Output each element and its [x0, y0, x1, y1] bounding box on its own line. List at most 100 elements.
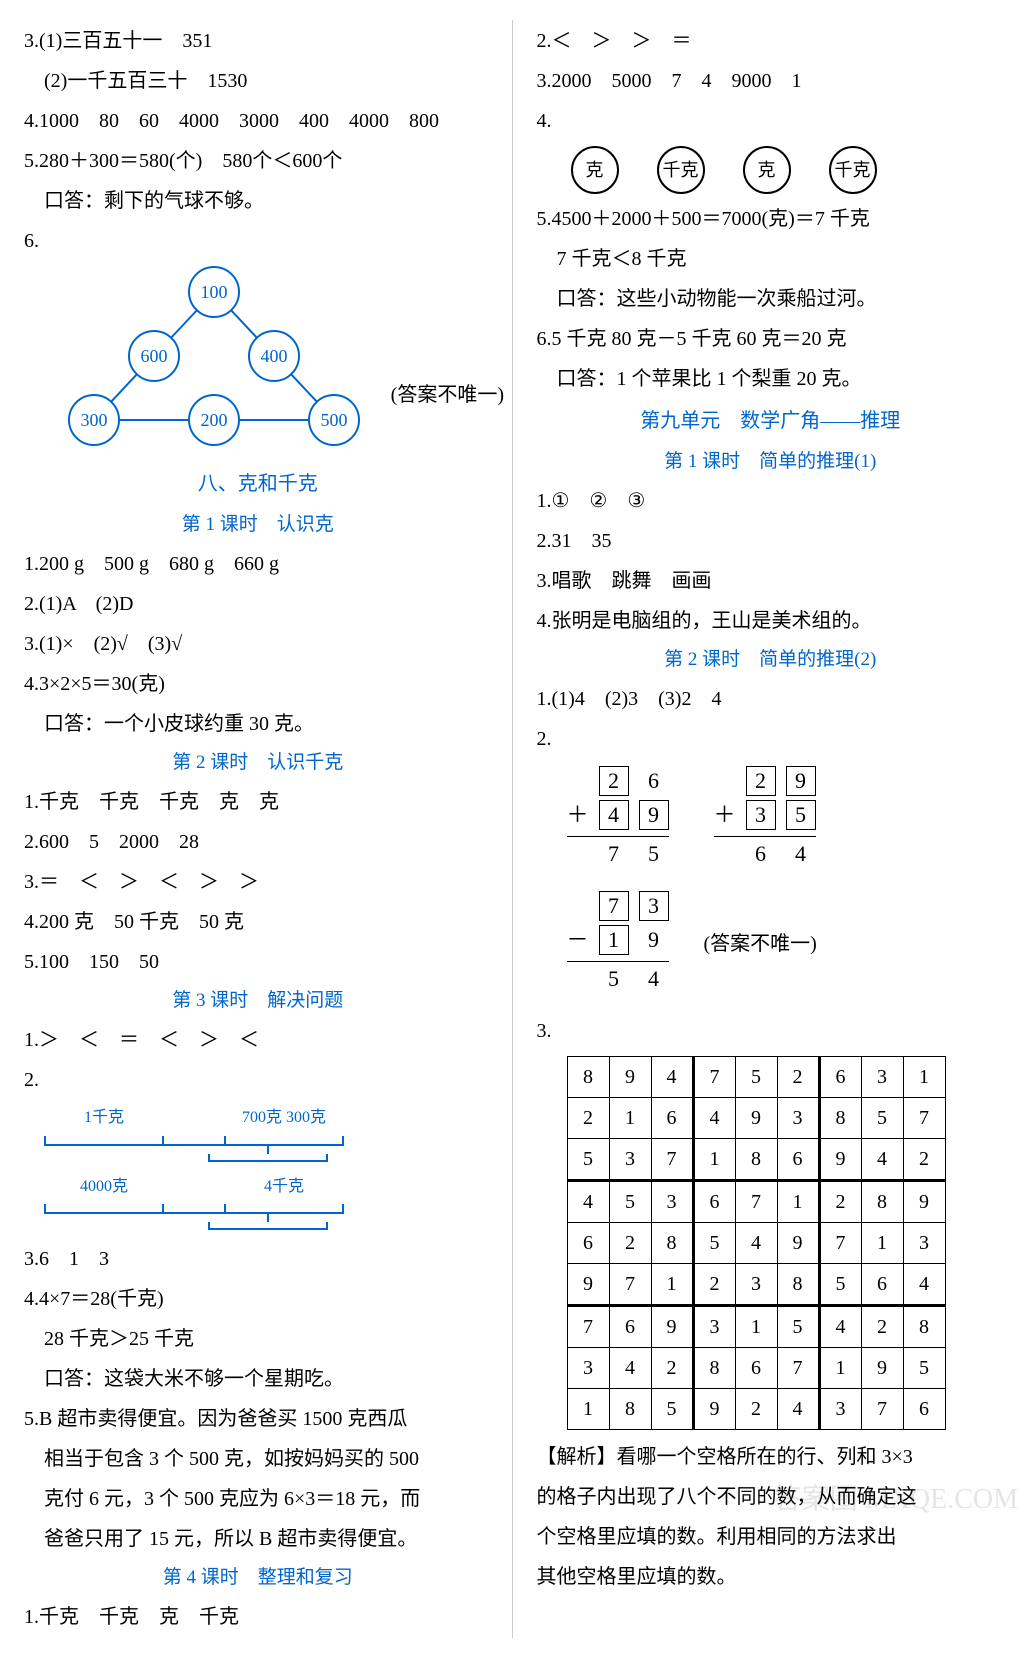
- sudoku-cell: 6: [567, 1223, 609, 1264]
- text: 2.600 5 2000 28: [24, 823, 492, 861]
- text: 1.(1)4 (2)3 (3)2 4: [537, 680, 1005, 718]
- explanation: 的格子内出现了八个不同的数，从而确定这: [537, 1478, 1005, 1516]
- sudoku-cell: 2: [735, 1389, 777, 1430]
- sudoku-cell: 8: [651, 1223, 693, 1264]
- text: 1.千克 千克 千克 克 克: [24, 783, 492, 821]
- sudoku-cell: 2: [903, 1139, 945, 1181]
- text: 28 千克＞25 千克: [24, 1320, 492, 1358]
- addition-2: 29 ＋35 64: [714, 764, 816, 871]
- sudoku-cell: 6: [693, 1181, 735, 1223]
- node: 600: [128, 330, 180, 382]
- scale-label: 700克: [242, 1103, 282, 1133]
- subtraction-1: 73 －19 54: [567, 889, 669, 996]
- sudoku-cell: 4: [861, 1139, 903, 1181]
- sudoku-cell: 7: [861, 1389, 903, 1430]
- lesson-title: 第 2 课时 认识千克: [24, 745, 492, 781]
- text: 克付 6 元，3 个 500 克应为 6×3＝18 元，而: [24, 1480, 492, 1518]
- sudoku-cell: 2: [567, 1098, 609, 1139]
- text: 3.(1)三百五十一 351: [24, 22, 492, 60]
- text: 相当于包含 3 个 500 克，如按妈妈买的 500: [24, 1440, 492, 1478]
- sudoku-cell: 5: [651, 1389, 693, 1430]
- sudoku-cell: 3: [693, 1306, 735, 1348]
- sudoku-cell: 1: [735, 1306, 777, 1348]
- sudoku-cell: 3: [777, 1098, 819, 1139]
- sudoku-cell: 9: [777, 1223, 819, 1264]
- sudoku-cell: 4: [609, 1348, 651, 1389]
- sudoku-cell: 7: [693, 1057, 735, 1098]
- text: 3.唱歌 跳舞 画画: [537, 562, 1005, 600]
- sudoku-cell: 9: [609, 1057, 651, 1098]
- sudoku-cell: 3: [567, 1348, 609, 1389]
- text: 1.200 g 500 g 680 g 660 g: [24, 545, 492, 583]
- sudoku-cell: 5: [567, 1139, 609, 1181]
- sudoku-cell: 4: [735, 1223, 777, 1264]
- sudoku-cell: 6: [609, 1306, 651, 1348]
- sudoku-cell: 9: [693, 1389, 735, 1430]
- sudoku-cell: 2: [651, 1348, 693, 1389]
- sudoku-cell: 6: [735, 1348, 777, 1389]
- scale-label: 1千克: [44, 1103, 164, 1133]
- unit-circle: 千克: [829, 146, 877, 194]
- node: 500: [308, 394, 360, 446]
- section-title: 八、克和千克: [24, 465, 492, 503]
- text: 7 千克＜8 千克: [537, 240, 1005, 278]
- sudoku-cell: 7: [777, 1348, 819, 1389]
- sudoku-cell: 9: [735, 1098, 777, 1139]
- text: (2)一千五百三十 1530: [24, 62, 492, 100]
- sudoku-cell: 4: [819, 1306, 861, 1348]
- sudoku-cell: 2: [609, 1223, 651, 1264]
- sudoku-cell: 4: [693, 1098, 735, 1139]
- lesson-title: 第 3 课时 解决问题: [24, 983, 492, 1019]
- text: 2.＜ ＞ ＞ ＝: [537, 22, 1005, 60]
- section-title: 第九单元 数学广角——推理: [537, 402, 1005, 440]
- text: 6.: [24, 222, 492, 260]
- sudoku-cell: 7: [651, 1139, 693, 1181]
- note: (答案不唯一): [391, 376, 504, 414]
- text: 1.① ② ③: [537, 482, 1005, 520]
- text: 2.31 35: [537, 522, 1005, 560]
- text: 4.1000 80 60 4000 3000 400 4000 800: [24, 102, 492, 140]
- sudoku-cell: 4: [651, 1057, 693, 1098]
- sudoku-cell: 5: [735, 1057, 777, 1098]
- sudoku-cell: 2: [819, 1181, 861, 1223]
- text: 1.＞ ＜ ＝ ＜ ＞ ＜: [24, 1021, 492, 1059]
- sudoku-cell: 1: [567, 1389, 609, 1430]
- sudoku-cell: 1: [651, 1264, 693, 1306]
- arithmetic-blocks: 26 ＋49 75 29 ＋35 64 73 －19 54 (答案不唯一): [537, 760, 1005, 1010]
- unit-circle: 千克: [657, 146, 705, 194]
- sudoku-cell: 9: [861, 1348, 903, 1389]
- text: 6.5 千克 80 克－5 千克 60 克＝20 克: [537, 320, 1005, 358]
- sudoku-cell: 5: [609, 1181, 651, 1223]
- sudoku-cell: 8: [567, 1057, 609, 1098]
- balance-scale-2: 4000克 4千克: [44, 1172, 492, 1230]
- explanation: 【解析】看哪一个空格所在的行、列和 3×3: [537, 1438, 1005, 1476]
- text: 口答：一个小皮球约重 30 克。: [24, 705, 492, 743]
- sudoku-cell: 3: [819, 1389, 861, 1430]
- sudoku-cell: 8: [735, 1139, 777, 1181]
- sudoku-cell: 8: [819, 1098, 861, 1139]
- sudoku-cell: 3: [735, 1264, 777, 1306]
- sudoku-cell: 2: [861, 1306, 903, 1348]
- lesson-title: 第 2 课时 简单的推理(2): [537, 642, 1005, 678]
- sudoku-cell: 7: [609, 1264, 651, 1306]
- addition-1: 26 ＋49 75: [567, 764, 669, 871]
- sudoku-cell: 3: [609, 1139, 651, 1181]
- sudoku-grid: 8947526312164938575371869424536712896285…: [567, 1056, 946, 1430]
- text: 口答：1 个苹果比 1 个梨重 20 克。: [537, 360, 1005, 398]
- sudoku-cell: 9: [903, 1181, 945, 1223]
- sudoku-cell: 5: [819, 1264, 861, 1306]
- scale-label: 4千克: [224, 1172, 344, 1202]
- sudoku-cell: 4: [903, 1264, 945, 1306]
- text: 口答：剩下的气球不够。: [24, 182, 492, 220]
- sudoku-cell: 8: [903, 1306, 945, 1348]
- node: 300: [68, 394, 120, 446]
- text: 口答：这袋大米不够一个星期吃。: [24, 1360, 492, 1398]
- lesson-title: 第 4 课时 整理和复习: [24, 1560, 492, 1596]
- text: 2.(1)A (2)D: [24, 585, 492, 623]
- sudoku-cell: 3: [903, 1223, 945, 1264]
- sudoku-cell: 1: [777, 1181, 819, 1223]
- lesson-title: 第 1 课时 简单的推理(1): [537, 444, 1005, 480]
- text: 1.千克 千克 克 千克: [24, 1598, 492, 1636]
- sudoku-cell: 6: [819, 1057, 861, 1098]
- sudoku-cell: 1: [903, 1057, 945, 1098]
